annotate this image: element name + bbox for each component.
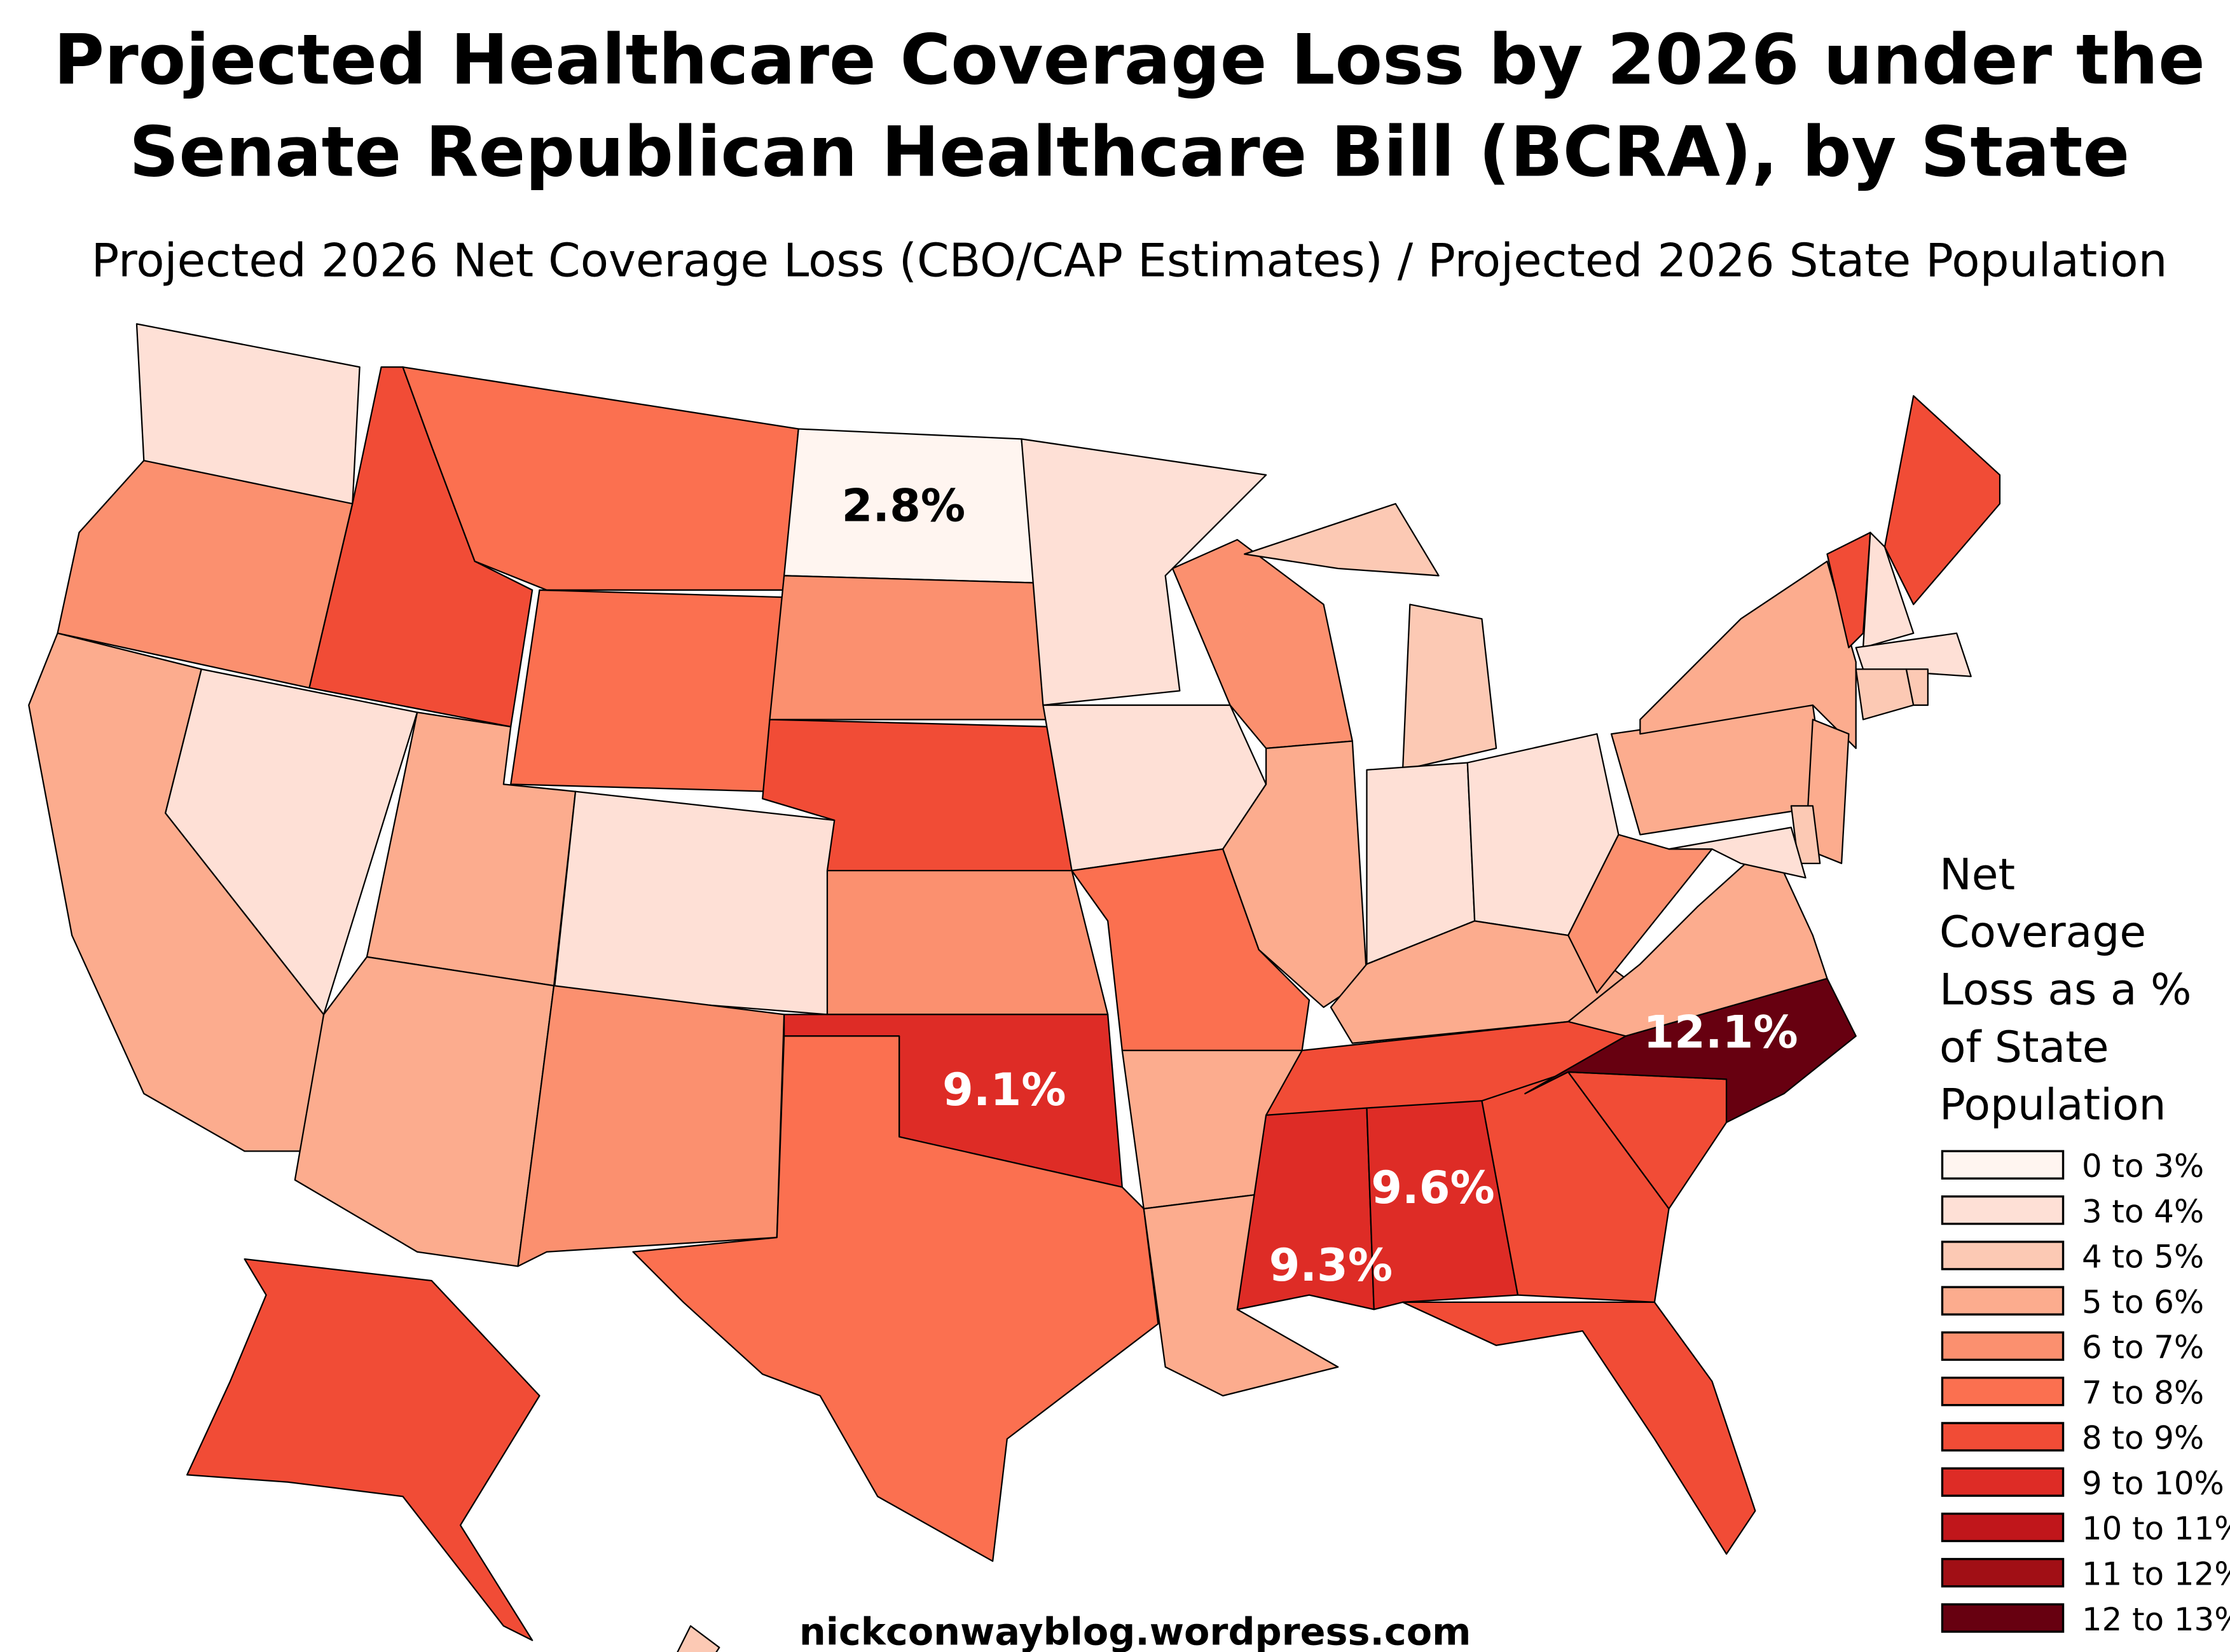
legend-swatch	[1941, 1377, 2065, 1407]
state-ri	[1905, 668, 1929, 706]
state-mn	[1021, 438, 1267, 706]
legend-title-line: Net	[1939, 850, 2015, 900]
state-tx	[632, 1035, 1159, 1562]
legend-swatch	[1941, 1512, 2065, 1543]
value-labels: 2.8% 9.1% 12.1% 9.6% 9.3%	[842, 479, 1798, 1291]
state-az	[294, 956, 555, 1267]
legend-swatch	[1941, 1603, 2065, 1633]
legend-swatch	[1941, 1241, 2065, 1270]
state-nh	[1862, 532, 1915, 649]
state-va	[1567, 841, 1828, 1037]
state-mi	[1401, 603, 1497, 771]
legend: Net Coverage Loss as a % of State Population…	[1939, 850, 2230, 1638]
state-me	[1883, 395, 2001, 605]
state-ny	[1639, 560, 1857, 749]
state-or	[57, 460, 354, 689]
legend-swatch	[1941, 1558, 2065, 1588]
state-ct	[1855, 668, 1915, 720]
legend-label: 12 to 13%	[2082, 1601, 2230, 1638]
value-label-al: 9.6%	[1371, 1162, 1495, 1214]
state-vt	[1826, 532, 1871, 649]
legend-swatch	[1941, 1467, 2065, 1497]
title-line-2: Senate Republican Healthcare Bill (BCRA)…	[129, 111, 2130, 192]
legend-label: 10 to 11%	[2082, 1510, 2230, 1547]
value-label-ms: 9.3%	[1269, 1239, 1393, 1291]
legend-label: 7 to 8%	[2082, 1374, 2204, 1411]
state-al	[1366, 1100, 1519, 1311]
legend-label: 5 to 6%	[2082, 1284, 2204, 1321]
value-label-nc: 12.1%	[1643, 1006, 1798, 1058]
state-sd	[769, 575, 1051, 720]
legend-label: 8 to 9%	[2082, 1420, 2204, 1457]
legend-label: 0 to 3%	[2082, 1148, 2204, 1185]
states-layer	[28, 323, 2001, 1652]
legend-swatch	[1941, 1195, 2065, 1225]
state-hi	[677, 1625, 720, 1652]
legend-label: 4 to 5%	[2082, 1239, 2204, 1276]
legend-label: 6 to 7%	[2082, 1329, 2204, 1366]
legend-swatch	[1941, 1331, 2065, 1361]
state-wy	[510, 589, 785, 792]
state-ks	[826, 870, 1109, 1015]
value-label-ok: 9.1%	[942, 1064, 1066, 1116]
state-fl	[1401, 1301, 1756, 1555]
legend-label: 11 to 12%	[2082, 1556, 2230, 1593]
legend-label: 3 to 4%	[2082, 1193, 2204, 1230]
legend-title-line: Coverage	[1939, 907, 2146, 958]
legend-title-line: Loss as a %	[1939, 965, 2192, 1015]
value-label-nd: 2.8%	[842, 479, 966, 532]
state-md	[1668, 827, 1807, 879]
legend-swatch	[1941, 1422, 2065, 1452]
legend-swatch	[1941, 1150, 2065, 1180]
state-co	[553, 790, 836, 1015]
legend-label: 9 to 10%	[2082, 1465, 2224, 1502]
subtitle: Projected 2026 Net Coverage Loss (CBO/CA…	[92, 235, 2168, 288]
state-mi_up	[1244, 503, 1440, 577]
state-ms	[1236, 1107, 1375, 1311]
state-il	[1222, 740, 1368, 1008]
state-ak	[186, 1258, 540, 1641]
legend-title-line: of State	[1939, 1022, 2109, 1073]
footer-credit: nickconwayblog.wordpress.com	[799, 1609, 1471, 1652]
legend-swatch	[1941, 1286, 2065, 1316]
state-nm	[517, 985, 785, 1267]
legend-title-line: Population	[1939, 1080, 2166, 1131]
title-line-1: Projected Healthcare Coverage Loss by 20…	[53, 20, 2205, 100]
state-ma	[1855, 632, 1972, 677]
